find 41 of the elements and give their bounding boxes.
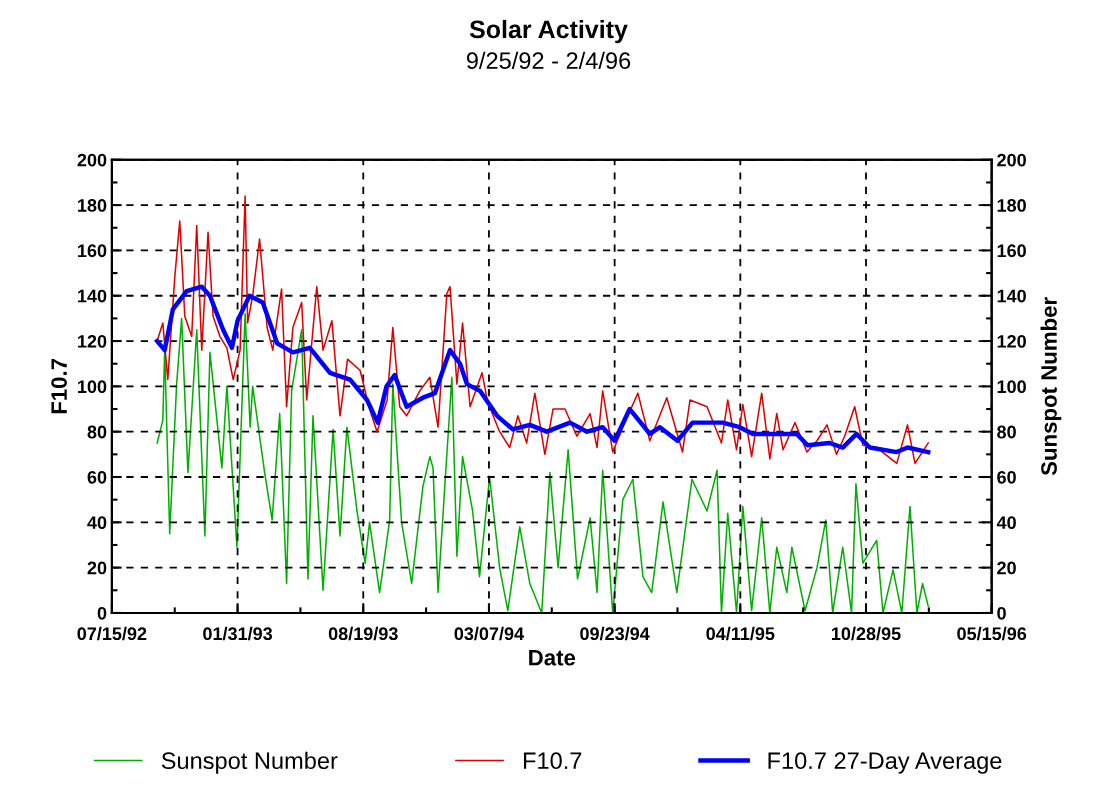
y2-tick-label: 140 (997, 289, 1026, 303)
y2-tick-label: 120 (997, 334, 1026, 348)
y-tick-label: 0 (97, 606, 107, 620)
chart-subtitle: 9/25/92 - 2/4/96 (466, 51, 631, 70)
x-tick-label: 01/31/93 (203, 626, 273, 641)
y2-tick-label: 180 (997, 199, 1026, 212)
y2-tick-label: 200 (997, 153, 1026, 167)
y2-tick-label: 40 (996, 516, 1016, 530)
y2-tick-label: 20 (997, 561, 1016, 575)
y-tick-label: 180 (78, 199, 107, 212)
y-tick-label: 120 (78, 334, 107, 348)
y2-tick-label: 100 (997, 380, 1026, 394)
y-tick-label: 200 (77, 153, 107, 167)
y2-tick-label: 0 (997, 606, 1006, 620)
y2-axis-title: Sunspot Number (1040, 297, 1062, 476)
x-axis-title: Date (529, 650, 576, 666)
legend-label: F10.7 27-Day Average (768, 752, 1002, 774)
y-tick-label: 60 (87, 470, 107, 484)
line-series (156, 195, 929, 465)
y-tick-label: 140 (78, 289, 107, 303)
x-tick-label: 10/28/95 (832, 626, 901, 641)
legend-label: Sunspot Number (161, 751, 338, 774)
chart-title: Solar Activity (469, 19, 628, 44)
y-tick-label: 160 (78, 244, 107, 258)
y-tick-label: 100 (78, 380, 107, 394)
y2-tick-label: 60 (997, 470, 1016, 484)
x-tick-label: 09/23/94 (580, 626, 650, 641)
x-tick-label: 03/07/94 (454, 626, 524, 641)
line-series (154, 284, 931, 455)
legend-label: F10.7 (523, 752, 582, 770)
y-tick-label: 40 (87, 516, 107, 530)
line-series (156, 313, 929, 613)
y-tick-label: 20 (87, 561, 107, 575)
y-axis-title: F10.7 (51, 358, 67, 414)
x-tick-label: 08/19/93 (328, 626, 398, 641)
y2-tick-label: 80 (997, 425, 1016, 439)
y2-tick-label: 160 (997, 244, 1026, 258)
y-tick-label: 80 (87, 425, 107, 439)
x-tick-label: 04/11/95 (706, 626, 775, 641)
x-tick-label: 05/15/96 (957, 626, 1027, 641)
x-tick-label: 07/15/92 (77, 626, 147, 641)
